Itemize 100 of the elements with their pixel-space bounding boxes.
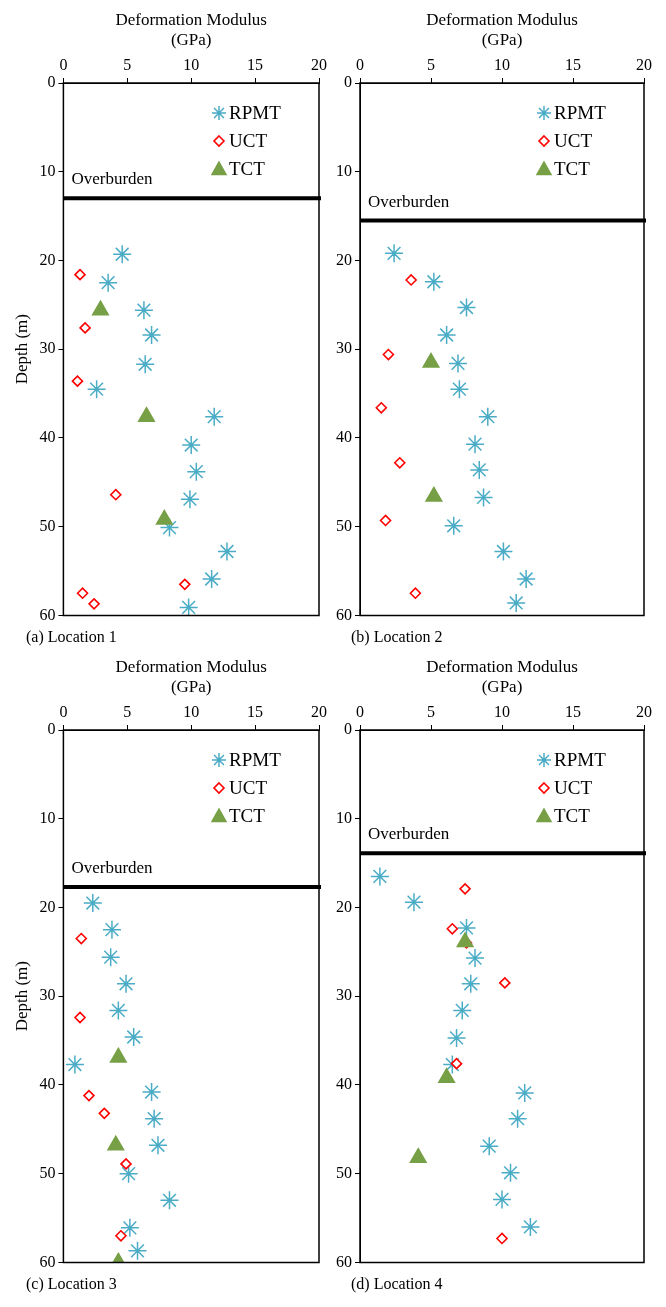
y-tick-label: 50	[39, 1163, 56, 1181]
point	[405, 274, 417, 286]
y-tick-label: 20	[336, 897, 352, 915]
x-tick-label: 20	[636, 702, 652, 720]
point	[186, 461, 207, 482]
point	[75, 932, 88, 945]
legend-label: TCT	[229, 157, 266, 179]
y-tick-label: 10	[39, 161, 56, 179]
y-tick-label: 60	[39, 605, 56, 623]
y-axis-title: Depth (m)	[11, 314, 31, 385]
x-tick-label: 20	[311, 702, 327, 720]
point	[424, 272, 444, 292]
y-tick-label: 30	[39, 339, 56, 357]
point	[375, 401, 388, 414]
point	[204, 406, 224, 427]
point	[98, 272, 118, 293]
y-tick-label: 50	[39, 516, 56, 534]
point	[179, 578, 191, 591]
point	[370, 866, 390, 887]
point	[465, 948, 485, 968]
y-tick-label: 0	[47, 720, 56, 738]
point	[446, 1028, 467, 1048]
x-axis-title: Deformation Modulus (GPa)	[426, 9, 578, 50]
legend-label: TCT	[554, 157, 591, 179]
legend-label: RPMT	[229, 748, 282, 770]
point	[108, 1000, 129, 1021]
point	[116, 974, 136, 994]
y-tick-label: 10	[336, 161, 352, 179]
y-tick-label: 20	[336, 250, 352, 268]
point	[478, 406, 498, 427]
point	[384, 243, 404, 264]
point	[479, 1136, 499, 1156]
point	[520, 1217, 541, 1237]
point	[492, 1189, 512, 1210]
point	[201, 569, 222, 589]
x-tick-label: 15	[247, 702, 264, 720]
point	[448, 353, 468, 374]
point	[456, 918, 477, 938]
point	[473, 487, 494, 508]
point	[452, 1000, 472, 1021]
point	[496, 1232, 508, 1245]
point	[102, 919, 122, 940]
x-tick-label: 0	[356, 55, 364, 73]
ref-line-label: Overburden	[368, 191, 450, 211]
x-axis-title: Deformation Modulus (GPa)	[426, 656, 578, 697]
point	[443, 516, 464, 536]
point	[74, 268, 86, 281]
x-tick-label: 0	[356, 702, 364, 720]
x-tick-label: 10	[494, 55, 510, 73]
point	[493, 541, 514, 562]
y-tick-label: 40	[336, 428, 352, 446]
x-tick-label: 5	[123, 702, 132, 720]
y-tick-label: 30	[336, 986, 352, 1004]
point	[148, 1135, 168, 1156]
y-tick-label: 60	[39, 1252, 56, 1270]
point	[120, 1218, 140, 1238]
point	[450, 1057, 463, 1070]
x-tick-label: 15	[565, 702, 581, 720]
point	[141, 1082, 162, 1102]
point	[461, 974, 481, 994]
point	[456, 297, 477, 318]
point	[83, 893, 103, 913]
x-tick-label: 15	[247, 55, 264, 73]
x-tick-label: 5	[427, 702, 435, 720]
ref-line-label: Overburden	[71, 858, 154, 878]
x-tick-label: 10	[183, 55, 200, 73]
point	[76, 587, 89, 600]
text: (d) Location 4	[350, 1275, 444, 1293]
point	[127, 1241, 148, 1261]
point	[100, 947, 121, 967]
point	[110, 488, 122, 501]
x-tick-label: 20	[636, 55, 652, 73]
y-tick-label: 50	[336, 516, 352, 534]
point	[436, 325, 457, 345]
legend-label: UCT	[229, 776, 268, 798]
y-tick-label: 0	[344, 720, 352, 738]
point	[141, 325, 162, 345]
point	[499, 977, 511, 989]
x-tick-label: 5	[427, 55, 435, 73]
point	[404, 892, 424, 912]
point	[500, 1163, 521, 1183]
point	[393, 456, 406, 469]
point	[123, 1027, 144, 1047]
point	[79, 322, 91, 334]
legend-label: RPMT	[229, 101, 282, 123]
text: (a) Location 1	[25, 628, 118, 646]
x-tick-label: 0	[59, 702, 68, 720]
point	[217, 541, 237, 562]
point	[98, 1107, 111, 1120]
legend-label: RPMT	[554, 101, 607, 123]
y-tick-label: 10	[336, 808, 352, 826]
point	[65, 1054, 85, 1075]
y-tick-label: 50	[336, 1163, 352, 1181]
y-tick-label: 40	[39, 1075, 56, 1093]
point	[71, 375, 84, 387]
legend-label: TCT	[229, 804, 266, 826]
point	[115, 1229, 127, 1242]
y-tick-label: 20	[39, 250, 56, 268]
point	[112, 244, 132, 265]
point	[438, 1068, 456, 1084]
